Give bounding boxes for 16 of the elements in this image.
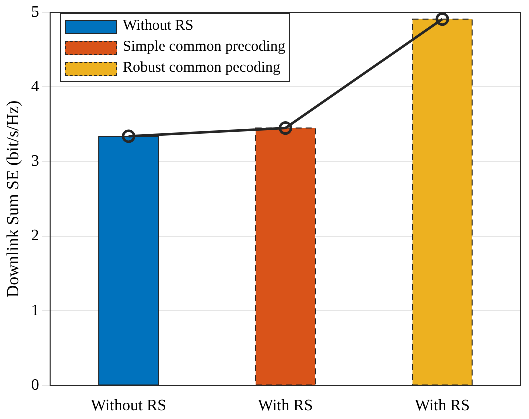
- y-tick-label: 2: [31, 228, 40, 245]
- legend-label: Simple common precoding: [123, 39, 286, 56]
- legend-label: Without RS: [123, 18, 194, 35]
- point: [436, 12, 450, 26]
- y-tick-label: 5: [31, 4, 40, 21]
- y-tick-label: 3: [31, 153, 40, 170]
- x-tick-label: Without RS: [91, 398, 167, 415]
- y-axis-title: Downlink Sum SE (bit/s/Hz): [4, 100, 23, 298]
- y-tick-label: 4: [31, 78, 40, 96]
- x-tick-label: With RS: [415, 398, 470, 415]
- point: [278, 122, 292, 136]
- legend-label: Robust common pecoding: [123, 60, 280, 77]
- y-tick-label: 1: [31, 302, 40, 320]
- x-tick-label: With RS: [258, 398, 314, 415]
- point: [122, 130, 136, 144]
- y-tick-label: 0: [31, 377, 40, 394]
